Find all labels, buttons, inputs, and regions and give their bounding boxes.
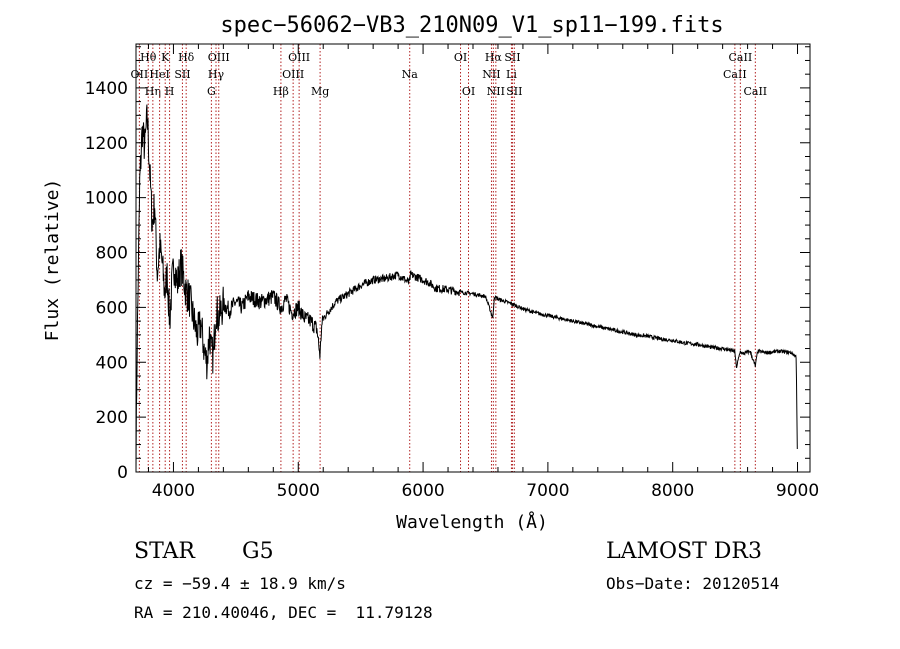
spectrum-layer [135, 104, 798, 473]
line-label-SII: SII [174, 68, 190, 81]
y-tick-label: 400 [96, 353, 128, 373]
x-tick-label: 8000 [651, 481, 694, 501]
observation-date: Obs−Date: 20120514 [606, 574, 780, 593]
x-axis-label: Wavelength (Å) [396, 511, 548, 533]
line-label-K: K [161, 51, 170, 64]
object-subclass: G5 [242, 539, 274, 564]
line-label-OIII-4959: OIII [282, 68, 304, 81]
emission-line-markers: OIIHθHηHeIKHSIIHδGHγOIIIHβOIIIOIIIMgNaOI… [131, 44, 767, 472]
y-axis: 0 200 400 600 800 1000 1200 1400 [85, 46, 810, 483]
y-tick-label: 0 [117, 463, 128, 483]
x-tick-label: 9000 [776, 481, 819, 501]
ra-dec: RA = 210.40046, DEC = 11.79128 [134, 603, 433, 622]
y-tick-label: 800 [96, 244, 128, 264]
line-label-Li: Li [506, 68, 517, 81]
y-tick-label: 1000 [85, 189, 128, 209]
redshift-cz: cz = −59.4 ± 18.9 km/s [134, 574, 346, 593]
line-label-H-beta: Hβ [273, 85, 289, 98]
y-tick-label: 1200 [85, 134, 128, 154]
x-tick-label: 4000 [152, 481, 195, 501]
line-label-Na: Na [402, 68, 419, 81]
plot-frame [135, 43, 811, 473]
line-label-CaII-8498: CaII [723, 68, 747, 81]
y-axis-label: Flux (relative) [42, 179, 63, 342]
line-label-OI-6364: OI [462, 85, 475, 98]
chart-title: spec−56062−VB3_210N09_V1_sp11−199.fits [220, 13, 723, 38]
line-label-G: G [207, 85, 216, 98]
line-label-H-delta: Hδ [178, 51, 195, 64]
x-tick-label: 7000 [526, 481, 569, 501]
line-label-CaII-8542: CaII [729, 51, 753, 64]
line-label-H-eta: Hη [145, 85, 161, 98]
line-label-SII-6716: SII [504, 51, 520, 64]
x-tick-label: 5000 [277, 481, 320, 501]
survey-name: LAMOST DR3 [606, 539, 762, 564]
line-label-OI-6300: OI [454, 51, 467, 64]
line-label-NII-6548: NII [482, 68, 500, 81]
line-label-HeI: HeI [149, 68, 169, 81]
line-label-CaII-8662: CaII [743, 85, 767, 98]
y-tick-label: 1400 [85, 79, 128, 99]
y-tick-label: 200 [96, 408, 128, 428]
line-label-H-alpha: Hα [485, 51, 503, 64]
line-label-H: H [165, 85, 175, 98]
line-label-OIII-4363: OIII [208, 51, 230, 64]
line-label-H-theta: Hθ [140, 51, 157, 64]
line-label-Mg: Mg [311, 85, 329, 98]
x-axis: 4000 5000 6000 7000 8000 9000 [147, 44, 819, 501]
line-label-NII-6583: NII [487, 85, 505, 98]
spectrum-line [135, 104, 798, 473]
line-label-OIII-5007: OIII [288, 51, 310, 64]
line-label-H-gamma: Hγ [208, 68, 225, 81]
line-label-SII-6731: SII [506, 85, 522, 98]
y-tick-label: 600 [96, 298, 128, 318]
object-class: STAR [134, 539, 195, 564]
x-tick-label: 6000 [401, 481, 444, 501]
